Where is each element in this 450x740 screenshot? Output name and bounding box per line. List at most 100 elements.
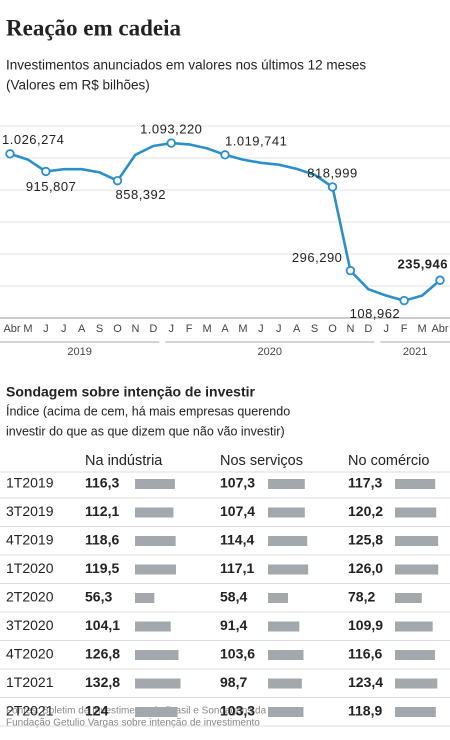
cell-value: 56,3: [85, 589, 112, 605]
x-tick-label: D: [364, 323, 372, 335]
x-tick-label: J: [276, 323, 282, 335]
x-tick-label: J: [258, 323, 264, 335]
period: 4T2019: [6, 532, 54, 548]
cell-value: 116,6: [348, 646, 382, 662]
cell-value: 107,4: [220, 503, 255, 519]
cell-value: 114,4: [220, 532, 254, 548]
x-tick-label: J: [169, 323, 175, 335]
point: [220, 150, 230, 160]
chart-subtitle: (Valores em R$ bilhões): [6, 78, 150, 93]
cell-value: 117,3: [348, 475, 382, 491]
x-tick-label: A: [78, 323, 86, 335]
period: 3T2019: [6, 503, 54, 519]
bar: [135, 507, 174, 518]
bar: [395, 707, 436, 717]
table-subtitle: investir do que as que dizem que não vão…: [6, 424, 285, 438]
bar: [135, 536, 176, 546]
cell-value: 118,9: [348, 703, 382, 719]
data-label: 1.093,220: [140, 122, 202, 137]
cell-value: 124: [85, 703, 109, 719]
x-tick-label: N: [131, 323, 139, 335]
bar: [135, 479, 175, 489]
bar: [395, 479, 436, 489]
bar: [268, 621, 300, 632]
bar: [268, 678, 302, 689]
cell-value: 120,2: [348, 503, 383, 519]
point: [327, 182, 338, 192]
chart-title: Reação em cadeia: [6, 15, 181, 40]
x-tick-label: A: [293, 323, 301, 335]
bar: [395, 507, 437, 518]
cell-value: 126,8: [85, 646, 120, 662]
column-header: No comércio: [348, 453, 429, 469]
bar: [268, 507, 305, 518]
bar: [135, 564, 176, 575]
bar: [268, 564, 309, 575]
data-label: 858,392: [116, 187, 167, 202]
bar: [135, 621, 171, 632]
point: [345, 265, 356, 276]
bar: [268, 593, 289, 603]
period: 3T2020: [6, 617, 54, 633]
x-tick-label: J: [43, 323, 49, 335]
data-label: 915,807: [26, 179, 77, 194]
source: Fundação Getulio Vargas sobre intenção d…: [6, 718, 260, 729]
x-tick-label: J: [61, 323, 67, 335]
column-header: Nos serviços: [220, 453, 303, 469]
cell-value: 107,3: [220, 475, 255, 491]
bar: [395, 678, 438, 689]
bar: [135, 593, 155, 603]
x-tick-label: D: [149, 323, 157, 335]
period: 1T2020: [6, 560, 54, 576]
x-tick-label: M: [23, 323, 32, 335]
bar: [395, 564, 439, 575]
period: 1T2019: [6, 475, 54, 491]
x-tick-label: A: [221, 323, 229, 335]
chart-subtitle: Investimentos anunciados em valores nos …: [6, 58, 366, 73]
point: [112, 175, 123, 186]
cell-value: 123,4: [348, 674, 383, 690]
x-tick-label: S: [311, 323, 318, 335]
bar: [395, 621, 433, 632]
x-tick-label: J: [384, 323, 390, 335]
data-label: 1.019,741: [225, 133, 287, 148]
x-tick-label: N: [346, 323, 354, 335]
bar: [135, 650, 179, 660]
bar: [395, 593, 422, 603]
year-label: 2021: [403, 346, 427, 358]
data-label: 108,962: [350, 306, 401, 321]
bar: [135, 707, 178, 717]
cell-value: 78,2: [348, 589, 375, 605]
cell-value: 117,1: [220, 560, 254, 576]
period: 2T2021: [6, 703, 54, 719]
table-title: Sondagem sobre intenção de investir: [6, 384, 256, 400]
bar: [268, 707, 304, 717]
cell-value: 109,9: [348, 617, 383, 633]
x-tick-label: Abr: [3, 323, 20, 335]
point: [435, 275, 445, 285]
x-tick-label: F: [186, 323, 193, 335]
cell-value: 116,3: [85, 475, 119, 491]
year-label: 2020: [258, 346, 282, 358]
cell-value: 112,1: [85, 503, 119, 519]
data-label: 296,290: [292, 250, 343, 265]
table-subtitle: Índice (acima de cem, há mais empresas q…: [6, 403, 290, 418]
x-tick-label: M: [417, 323, 426, 335]
period: 1T2021: [6, 674, 54, 690]
bar: [135, 678, 181, 689]
point: [166, 138, 176, 148]
data-label: 1.026,274: [2, 132, 64, 147]
cell-value: 132,8: [85, 674, 120, 690]
data-label: 818,999: [307, 165, 358, 180]
cell-value: 125,8: [348, 532, 383, 548]
x-tick-label: S: [96, 323, 103, 335]
bar: [268, 536, 308, 546]
period: 4T2020: [6, 646, 54, 662]
bar: [268, 650, 304, 660]
cell-value: 103,3: [220, 703, 255, 719]
x-tick-label: Abr: [431, 323, 448, 335]
cell-value: 91,4: [220, 617, 247, 633]
bar: [395, 536, 439, 546]
data-label: 235,946: [398, 257, 449, 272]
